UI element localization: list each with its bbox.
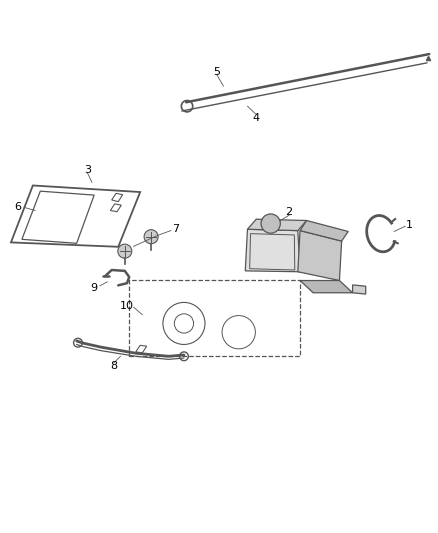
Polygon shape — [245, 229, 300, 272]
Text: 3: 3 — [84, 165, 91, 175]
Polygon shape — [298, 231, 342, 280]
Text: 2: 2 — [286, 207, 293, 217]
Text: 1: 1 — [406, 220, 413, 230]
Polygon shape — [300, 280, 353, 293]
Polygon shape — [247, 219, 307, 231]
Circle shape — [118, 244, 132, 258]
Polygon shape — [300, 221, 348, 241]
Bar — [129, 280, 300, 356]
Text: 7: 7 — [172, 224, 179, 235]
Text: 6: 6 — [14, 203, 21, 212]
Text: 10: 10 — [120, 301, 134, 311]
Polygon shape — [353, 285, 366, 294]
Text: 9: 9 — [91, 282, 98, 293]
Text: 5: 5 — [213, 67, 220, 77]
Circle shape — [261, 214, 280, 233]
Circle shape — [144, 230, 158, 244]
Text: 8: 8 — [110, 361, 117, 372]
Text: 4: 4 — [253, 112, 260, 123]
